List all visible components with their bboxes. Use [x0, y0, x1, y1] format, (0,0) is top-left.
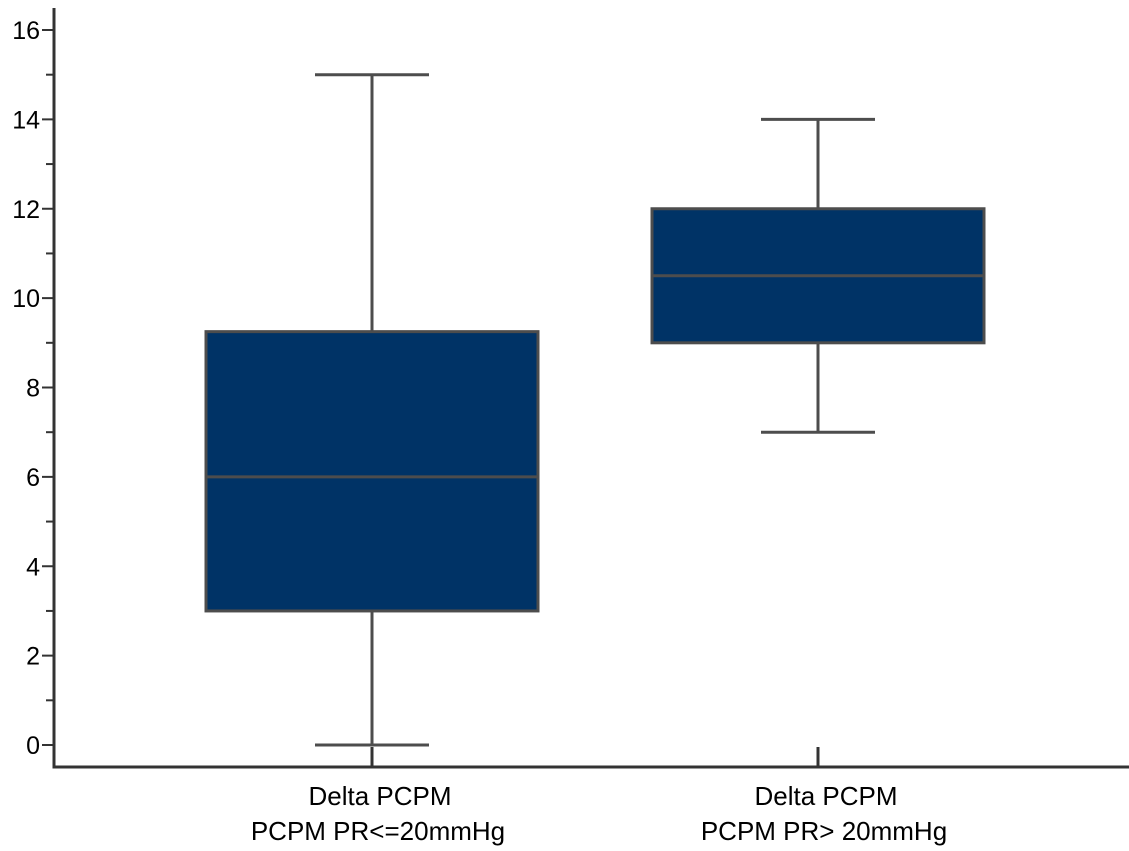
y-tick-label: 6 — [26, 464, 40, 492]
category-labels: Delta PCPM PCPM PR<=20mmHg Delta PCPM PCPM … — [251, 781, 947, 846]
category-label-line2: PCPM PR<=20mmHg — [251, 816, 505, 846]
box-2 — [650, 117, 986, 434]
y-tick-label: 12 — [12, 196, 40, 224]
y-tick-label: 4 — [26, 553, 40, 581]
y-tick-label: 14 — [12, 106, 40, 134]
y-tick-label: 0 — [26, 732, 40, 760]
y-tick-label: 8 — [26, 375, 40, 403]
y-tick-label: 2 — [26, 643, 40, 671]
box-series — [204, 73, 986, 747]
category-label-line2: PCPM PR> 20mmHg — [701, 816, 947, 846]
category-label-line1: Delta PCPM — [754, 781, 897, 811]
y-tick-label: 10 — [12, 285, 40, 313]
box-1 — [204, 73, 540, 747]
y-axis: 0 2 4 6 8 10 12 14 16 — [12, 8, 56, 769]
category-label-line1: Delta PCPM — [308, 781, 451, 811]
y-tick-label: 16 — [12, 17, 40, 45]
x-axis — [52, 747, 1129, 769]
iqr-box — [204, 330, 540, 613]
